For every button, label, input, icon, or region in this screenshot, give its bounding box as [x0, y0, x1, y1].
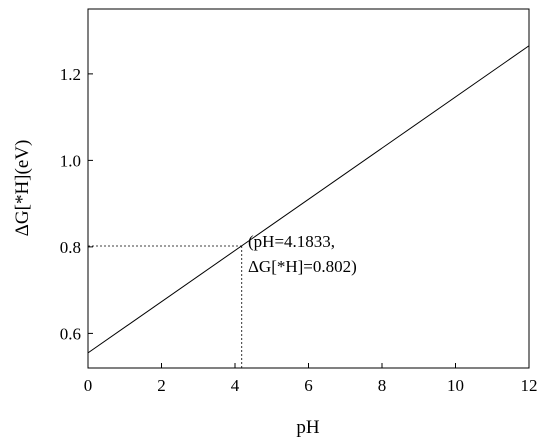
- plot-frame: [87, 8, 530, 369]
- x-axis-ticks: 0 2 4 6 8 10 12: [84, 363, 538, 395]
- y-tick-label: 1.0: [60, 151, 81, 170]
- series-line-0: [87, 45, 530, 354]
- y-tick-label: 0.8: [60, 238, 81, 257]
- x-tick-label: 6: [304, 376, 313, 395]
- x-tick-label: 4: [231, 376, 240, 395]
- x-tick-label: 0: [84, 376, 93, 395]
- guide-layer: [88, 245, 243, 368]
- y-axis-ticks: 0.6 0.8 1.0 1.2: [60, 65, 93, 343]
- x-tick-label: 2: [157, 376, 166, 395]
- y-tick-label: 1.2: [60, 65, 81, 84]
- x-tick-label: 10: [447, 376, 464, 395]
- x-tick-label: 12: [521, 376, 538, 395]
- series-layer: [87, 45, 530, 354]
- x-axis-title: pH: [296, 417, 320, 438]
- y-tick-label: 0.6: [60, 324, 81, 343]
- x-tick-label: 8: [378, 376, 387, 395]
- annotation-line-1: (pH=4.1833,: [248, 232, 335, 251]
- y-axis-title: ΔG[*H](eV): [12, 140, 33, 237]
- annotation-line-2: ΔG[*H]=0.802): [248, 257, 357, 276]
